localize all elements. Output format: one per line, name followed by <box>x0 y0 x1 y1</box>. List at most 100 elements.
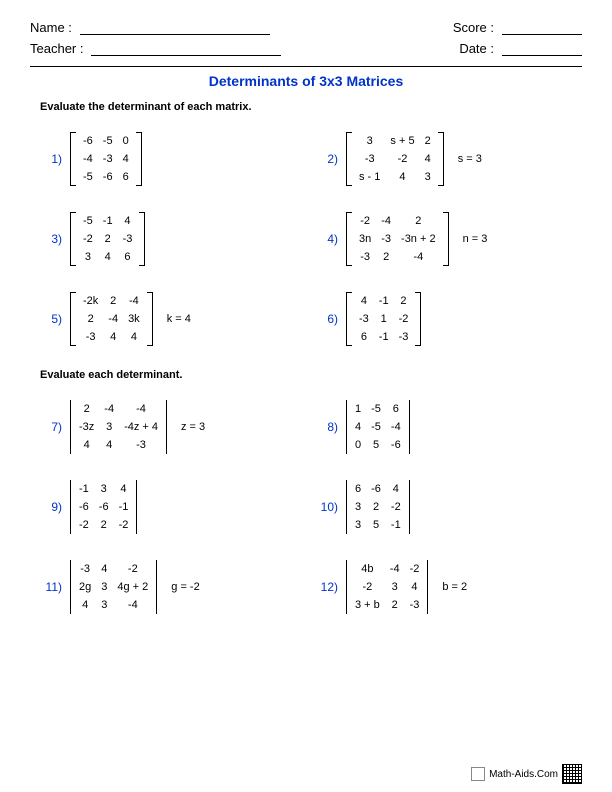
matrix-cell: -5 <box>366 418 386 436</box>
problem-number: 8) <box>316 420 338 434</box>
matrix-cell: 6 <box>118 248 138 266</box>
dice-icon <box>471 767 485 781</box>
variable-value: b = 2 <box>442 581 467 593</box>
matrix-cell: 4 <box>350 418 366 436</box>
right-bracket-icon <box>135 480 137 534</box>
matrix-cell: 3 <box>350 516 366 534</box>
matrix-row: -344 <box>78 328 145 346</box>
matrix-row: -22-3 <box>78 230 137 248</box>
matrix-row: 3n-3-3n + 2 <box>354 230 441 248</box>
matrix-cell: -2 <box>350 578 385 596</box>
matrix-cell: 2 <box>376 248 396 266</box>
variable-value: s = 3 <box>458 153 482 165</box>
matrix-cell: 3k <box>123 310 145 328</box>
matrix-row: -31-2 <box>354 310 413 328</box>
matrix-cell: -3 <box>119 436 163 454</box>
matrix-row: -34-2 <box>74 560 153 578</box>
worksheet-page: Name : Score : Teacher : Date : Determin… <box>0 0 612 792</box>
matrix-cell: 3 <box>94 480 114 498</box>
matrix-table: -2k2-42-43k-344 <box>78 292 145 346</box>
matrix-cell: 1 <box>350 400 366 418</box>
matrix-cell: 4 <box>405 578 425 596</box>
matrix-row: -3-24 <box>354 150 436 168</box>
matrix-cell: 2 <box>78 310 103 328</box>
problem-number: 11) <box>40 580 62 594</box>
matrix-table: 6-6432-235-1 <box>350 480 406 534</box>
right-bracket-icon <box>443 212 449 266</box>
left-bracket-icon <box>346 560 348 614</box>
matrix-cell: 5 <box>366 516 386 534</box>
matrix-bracket: -2-423n-3-3n + 2-32-4 <box>346 212 449 266</box>
score-line <box>502 21 582 35</box>
determinant-bars: 2-4-4-3z3-4z + 444-3 <box>70 400 167 454</box>
matrix-row: 2g34g + 2 <box>74 578 153 596</box>
matrix-cell: -4 <box>386 418 406 436</box>
matrix-table: 4b-4-2-2343 + b2-3 <box>350 560 424 614</box>
matrix-table: -34-22g34g + 243-4 <box>74 560 153 614</box>
footer-text: Math-Aids.Com <box>489 769 558 780</box>
problems-section-1: 1)-6-50-4-34-5-662)3s + 52-3-24s - 143s … <box>30 123 582 355</box>
matrix-cell: 0 <box>118 132 134 150</box>
matrix-cell: -4 <box>119 400 163 418</box>
matrix-row: 43-4 <box>74 596 153 614</box>
matrix-cell: 4 <box>386 480 406 498</box>
matrix-cell: 4 <box>123 328 145 346</box>
matrix-cell: 4 <box>96 560 112 578</box>
instruction-2: Evaluate each determinant. <box>40 369 582 381</box>
matrix-cell: -3 <box>394 328 414 346</box>
date-label: Date : <box>459 41 494 56</box>
matrix-cell: 3 + b <box>350 596 385 614</box>
matrix-cell: -3 <box>376 230 396 248</box>
right-bracket-icon <box>415 292 421 346</box>
problem: 5)-2k2-42-43k-344k = 4 <box>40 283 296 355</box>
matrix-cell: 4 <box>118 150 134 168</box>
date-line <box>502 42 582 56</box>
matrix-cell: 6 <box>386 400 406 418</box>
problem-number: 9) <box>40 500 62 514</box>
matrix-cell: -2k <box>78 292 103 310</box>
matrix-cell: -6 <box>78 132 98 150</box>
date-field: Date : <box>459 41 582 56</box>
matrix-cell: -1 <box>386 516 406 534</box>
matrix-cell: 1 <box>374 310 394 328</box>
matrix-cell: 4 <box>98 248 118 266</box>
matrix-cell: -3n + 2 <box>396 230 441 248</box>
matrix-bracket: -6-50-4-34-5-66 <box>70 132 142 186</box>
determinant-bars: -134-6-6-1-22-2 <box>70 480 137 534</box>
matrix-cell: 3 <box>354 132 385 150</box>
matrix-row: -5-14 <box>78 212 137 230</box>
matrix-row: 2-43k <box>78 310 145 328</box>
matrix-row: 6-64 <box>350 480 406 498</box>
matrix-table: -5-14-22-3346 <box>78 212 137 266</box>
matrix-row: -5-66 <box>78 168 134 186</box>
matrix-cell: -2 <box>74 516 94 534</box>
matrix-bracket: -5-14-22-3346 <box>70 212 145 266</box>
problems-section-2: 7)2-4-4-3z3-4z + 444-3z = 38)1-564-5-405… <box>30 391 582 623</box>
matrix-cell: 4g + 2 <box>112 578 153 596</box>
matrix-cell: 5 <box>366 436 386 454</box>
name-label: Name : <box>30 20 72 35</box>
matrix-cell: -4 <box>112 596 153 614</box>
right-bracket-icon <box>147 292 153 346</box>
left-bracket-icon <box>346 480 348 534</box>
matrix-cell: 4 <box>354 292 374 310</box>
matrix-cell: -3 <box>98 150 118 168</box>
matrix-table: 3s + 52-3-24s - 143 <box>354 132 436 186</box>
matrix-row: 44-3 <box>74 436 163 454</box>
matrix-row: -32-4 <box>354 248 441 266</box>
matrix-cell: 3 <box>385 578 405 596</box>
matrix-cell: -4 <box>103 310 123 328</box>
matrix-cell: -1 <box>374 292 394 310</box>
matrix-row: 4-12 <box>354 292 413 310</box>
determinant-bars: 6-6432-235-1 <box>346 480 410 534</box>
matrix-row: -234 <box>350 578 424 596</box>
problem: 8)1-564-5-405-6 <box>316 391 572 463</box>
matrix-cell: -1 <box>114 498 134 516</box>
matrix-table: 1-564-5-405-6 <box>350 400 406 454</box>
matrix-cell: -2 <box>114 516 134 534</box>
matrix-cell: -5 <box>98 132 118 150</box>
matrix-row: 4-5-4 <box>350 418 406 436</box>
matrix-cell: 3 <box>350 498 366 516</box>
problem-number: 7) <box>40 420 62 434</box>
matrix-cell: -4z + 4 <box>119 418 163 436</box>
